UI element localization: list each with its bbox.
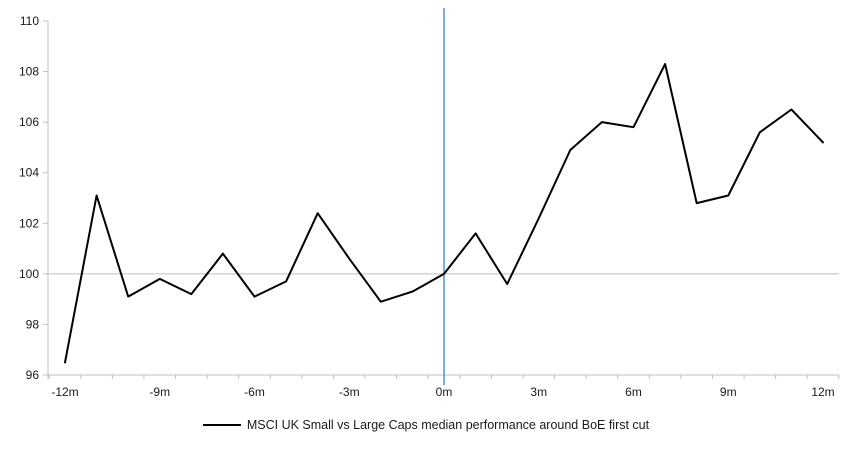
legend: MSCI UK Small vs Large Caps median perfo… xyxy=(0,418,852,432)
y-axis-tick-label: 110 xyxy=(20,14,39,28)
x-axis-tick-label: 9m xyxy=(720,385,737,399)
line-chart: 96 98 100 102 104 106 108 110 -12m -9m -6m -3m 0m 3m 6… xyxy=(19,8,840,399)
x-axis-tick-label: 3m xyxy=(530,385,547,399)
legend-line-swatch xyxy=(202,424,241,426)
y-axis-tick-label: 100 xyxy=(19,267,39,281)
y-axis-tick-label: 98 xyxy=(26,317,40,331)
x-axis-tick-label: -6m xyxy=(244,385,265,399)
y-axis-tick-label: 106 xyxy=(19,115,39,129)
y-axis-tick-label: 104 xyxy=(19,166,39,180)
x-axis-tick-label: 12m xyxy=(811,385,834,399)
x-axis-tick-label: -12m xyxy=(51,385,78,399)
y-axis-tick-label: 108 xyxy=(19,65,39,79)
x-axis-tick-label: -3m xyxy=(339,385,360,399)
x-axis-tick-label: -9m xyxy=(149,385,170,399)
x-axis-tick-label: 6m xyxy=(625,385,642,399)
y-axis-tick-label: 96 xyxy=(26,368,40,382)
y-axis-tick-label: 102 xyxy=(19,216,39,230)
legend-series-label: MSCI UK Small vs Large Caps median perfo… xyxy=(246,418,650,432)
x-axis-tick-label: 0m xyxy=(436,385,453,399)
series-line xyxy=(64,63,824,364)
